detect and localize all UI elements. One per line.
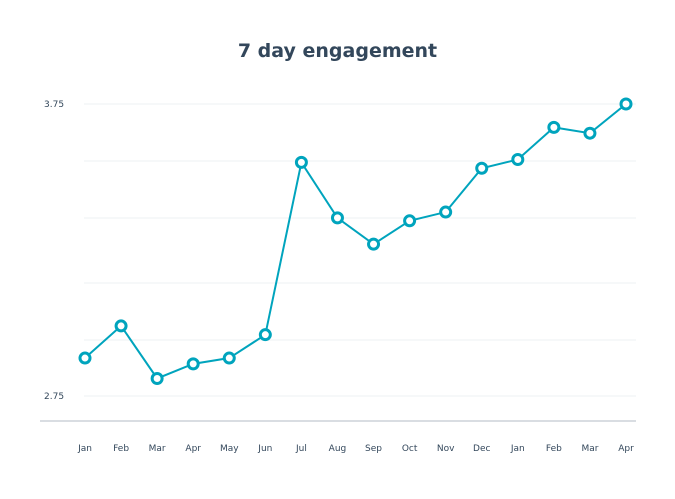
data-point bbox=[439, 205, 453, 219]
data-point bbox=[619, 97, 633, 111]
x-tick-label: May bbox=[220, 444, 239, 454]
data-point bbox=[511, 152, 525, 166]
x-tick-label: Sep bbox=[365, 444, 382, 454]
x-tick-label: Jan bbox=[77, 444, 92, 454]
chart-title: 7 day engagement bbox=[237, 40, 438, 62]
data-point bbox=[547, 120, 561, 134]
data-point bbox=[222, 351, 236, 365]
x-tick-label: Mar bbox=[149, 444, 166, 454]
data-point bbox=[150, 371, 164, 385]
x-tick-label: Jul bbox=[295, 444, 307, 454]
x-tick-label: Oct bbox=[402, 444, 418, 454]
x-tick-label: Mar bbox=[581, 444, 598, 454]
series-line bbox=[84, 103, 627, 380]
x-tick-label: Feb bbox=[113, 444, 129, 454]
y-tick-label: 2.75 bbox=[44, 392, 64, 402]
x-tick-label: Nov bbox=[437, 444, 455, 454]
data-point bbox=[583, 126, 597, 140]
data-point bbox=[294, 155, 308, 169]
x-tick-label: Jan bbox=[510, 444, 525, 454]
y-tick-label: 3.75 bbox=[44, 100, 64, 110]
x-tick-label: Jun bbox=[257, 444, 272, 454]
data-point bbox=[367, 237, 381, 251]
x-tick-label: Apr bbox=[185, 444, 201, 454]
data-point bbox=[330, 211, 344, 225]
data-point bbox=[114, 319, 128, 333]
data-point bbox=[258, 328, 272, 342]
data-point bbox=[475, 161, 489, 175]
data-point bbox=[78, 351, 92, 365]
x-tick-label: Feb bbox=[546, 444, 562, 454]
x-tick-label: Apr bbox=[618, 444, 634, 454]
x-tick-label: Aug bbox=[329, 444, 347, 454]
data-point bbox=[403, 214, 417, 228]
data-point bbox=[186, 357, 200, 371]
x-tick-label: Dec bbox=[473, 444, 490, 454]
